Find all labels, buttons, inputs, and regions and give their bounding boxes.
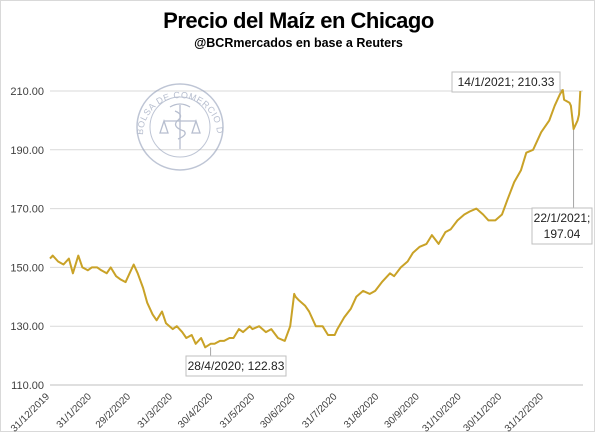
y-tick-label: 190.00 [10,145,44,157]
x-tick-label: 30/11/2020 [462,391,505,434]
x-tick-label: 31/5/2020 [218,391,258,431]
x-tick-label: 31/8/2020 [342,391,382,431]
bcr-logo-watermark: BOLSA DE COMERCIO DE ROSARIO [135,83,225,171]
x-tick-label: 29/2/2020 [94,391,134,431]
x-tick-label: 31/7/2020 [300,391,340,431]
annotation-label: 14/1/2021; 210.33 [458,75,555,89]
y-tick-label: 130.00 [10,321,44,333]
x-tick-label: 31/12/2019 [9,391,52,434]
annotation-box [185,355,287,377]
x-tick-label: 30/4/2020 [176,391,216,431]
x-tick-label: 31/10/2020 [421,391,464,434]
gridlines [50,90,583,386]
annotations: 14/1/2021; 210.33 22/1/2021; 197.04 28/4/20… [185,71,593,377]
y-axis-ticks: 110.00 130.00 150.00 170.00 190.00 210.00 [10,86,44,392]
annotation-label: 197.04 [544,227,581,241]
y-tick-label: 110.00 [11,380,44,392]
chart-subtitle: @BCRmercados en base a Reuters [194,36,403,50]
price-series-line [49,89,582,349]
x-axis-ticks: 31/12/2019 31/1/2020 29/2/2020 31/3/2020 30/… [9,391,546,434]
x-tick-label: 31/3/2020 [136,391,176,431]
x-tick-label: 31/1/2020 [55,391,95,431]
x-tick-label: 30/9/2020 [383,391,423,431]
annotation-leaders [210,89,575,356]
x-tick-label: 31/12/2020 [503,391,546,434]
annotation-label: 22/1/2021; [534,211,591,225]
chart-title: Precio del Maíz en Chicago [163,8,434,33]
annotation-label: 28/4/2020; 122.83 [188,359,285,373]
y-tick-label: 150.00 [10,262,44,274]
y-tick-label: 210.00 [10,86,44,98]
y-tick-label: 170.00 [10,204,44,216]
annotation-box [531,207,593,245]
annotation-box [451,71,561,93]
x-tick-label: 30/6/2020 [258,391,298,431]
